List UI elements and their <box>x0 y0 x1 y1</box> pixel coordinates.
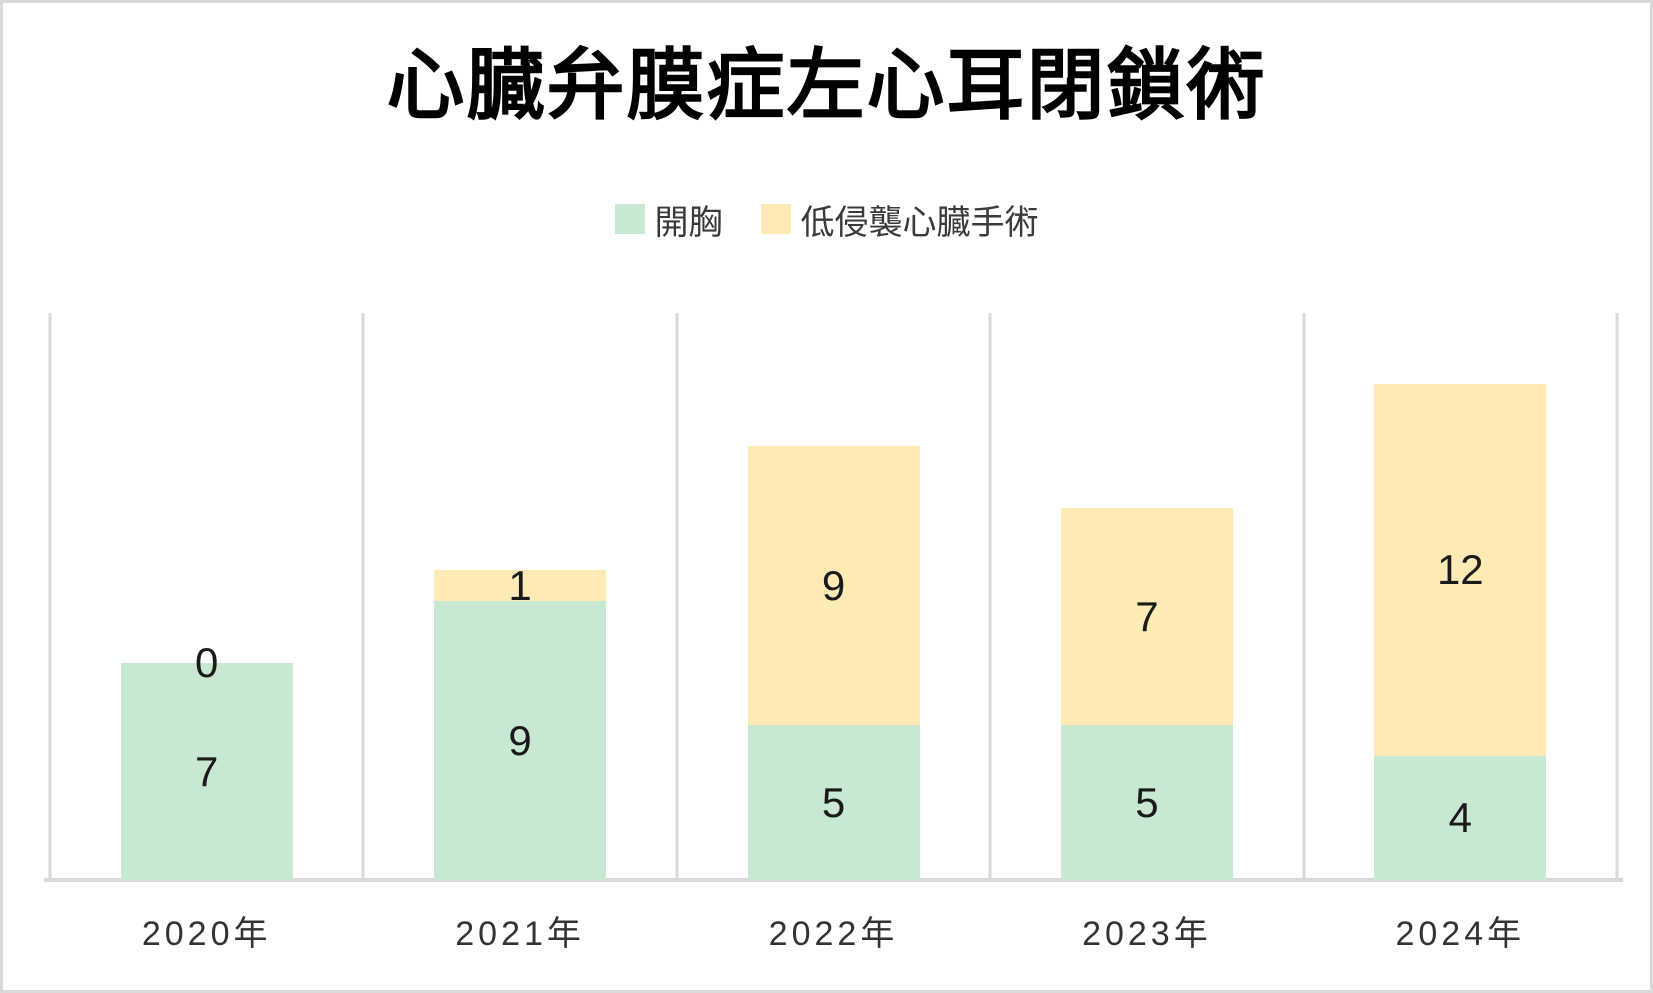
chart-title: 心臓弁膜症左心耳閉鎖術 <box>386 41 1267 129</box>
bar-segment-series1-2021年 <box>434 570 607 602</box>
bar-segment-series1-2023年 <box>1060 508 1233 726</box>
vertical-gridline <box>361 313 365 880</box>
x-axis-label-2021年: 2021年 <box>455 915 585 953</box>
x-axis-label-2022年: 2022年 <box>768 915 899 953</box>
bar-segment-series0-2020年 <box>120 663 293 880</box>
chart-legend: 開胸 低侵襲心臓手術 <box>3 195 1650 243</box>
vertical-gridline <box>48 313 52 880</box>
vertical-gridline <box>675 313 679 880</box>
x-axis-label-2024年: 2024年 <box>1395 915 1526 953</box>
legend-label: 開胸 <box>654 203 723 242</box>
legend-item-1: 低侵襲心臓手術 <box>760 195 1039 244</box>
plot-area: 7 0 9 1 5 9 5 7 4 12 <box>44 313 1623 882</box>
x-axis-label-2023年: 2023年 <box>1082 915 1212 953</box>
x-axis-line <box>44 878 1623 882</box>
bar-segment-series1-2024年 <box>1374 384 1547 757</box>
legend-swatch-icon <box>760 204 791 234</box>
bar-segment-series1-2022年 <box>747 446 920 726</box>
x-axis-labels: 2020年 2021年 2022年 2023年 2024年 <box>47 906 1620 958</box>
legend-item-0: 開胸 <box>614 195 723 244</box>
bar-segment-series0-2021年 <box>434 601 607 880</box>
legend-swatch-icon <box>614 204 645 234</box>
bar-segment-series0-2023年 <box>1060 725 1233 880</box>
vertical-gridline <box>1615 313 1619 880</box>
legend-label: 低侵襲心臓手術 <box>800 203 1039 242</box>
vertical-gridline <box>988 313 992 880</box>
bar-segment-series0-2024年 <box>1374 756 1547 880</box>
x-axis-label-2020年: 2020年 <box>141 915 272 953</box>
vertical-gridline <box>1302 313 1306 880</box>
bar-segment-series0-2022年 <box>747 725 920 880</box>
